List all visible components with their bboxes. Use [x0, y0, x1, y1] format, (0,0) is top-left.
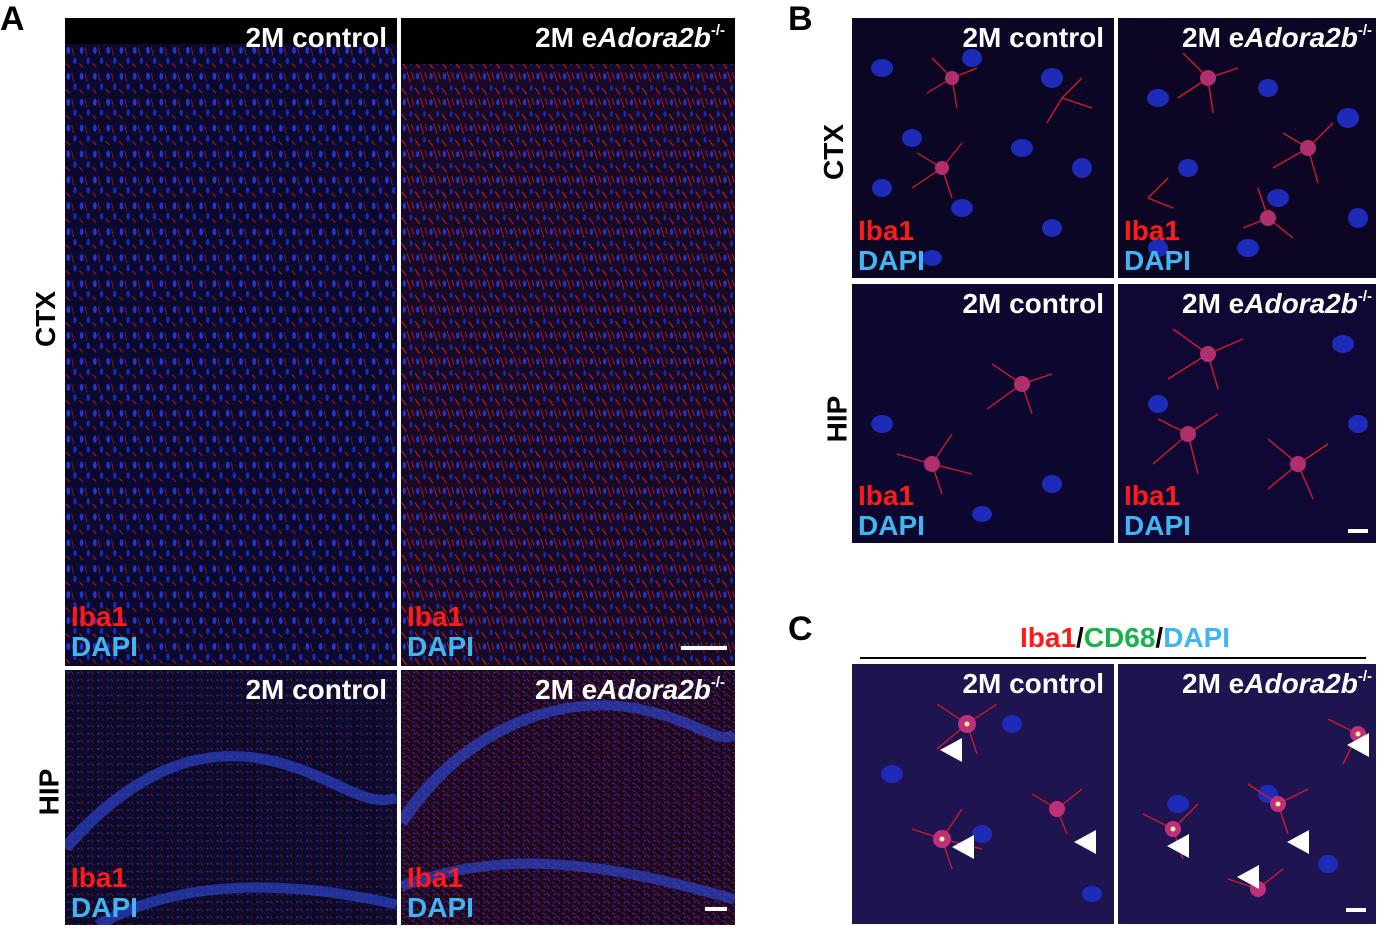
stain-legend: Iba1 DAPI [407, 602, 474, 662]
title-iba1: Iba1 [1020, 622, 1077, 653]
stain-legend: Iba1 DAPI [1124, 481, 1191, 541]
scale-bar [1348, 529, 1368, 533]
micrograph-texture [1118, 664, 1376, 924]
mutant-genotype: -/- [710, 21, 725, 39]
micrograph-texture [852, 18, 1114, 278]
stain-iba1-label: Iba1 [71, 601, 128, 632]
micrograph-b-hip-mutant: 2M eAdora2b-/- Iba1 DAPI [1118, 284, 1376, 543]
mutant-prefix: 2M e [1182, 668, 1245, 699]
condition-label-mutant: 2M eAdora2b-/- [1182, 288, 1372, 320]
condition-label-control: 2M control [245, 22, 387, 53]
micrograph-texture [852, 284, 1114, 543]
stain-iba1-label: Iba1 [71, 862, 128, 893]
mutant-prefix: 2M e [535, 22, 598, 53]
stain-legend: Iba1 DAPI [1124, 216, 1191, 276]
mutant-prefix: 2M e [1182, 22, 1245, 53]
panel-label-c: C [788, 610, 813, 648]
stain-dapi-label: DAPI [858, 245, 925, 276]
tissue-edge [65, 18, 397, 44]
stain-dapi-label: DAPI [71, 892, 138, 923]
title-dapi: DAPI [1163, 622, 1231, 653]
micrograph-a-ctx-mutant: 2M eAdora2b-/- Iba1 DAPI [401, 18, 735, 666]
condition-label-control: 2M control [962, 288, 1104, 319]
stain-legend: Iba1 DAPI [858, 216, 925, 276]
mutant-genotype: -/- [1357, 287, 1372, 305]
mutant-gene: Adora2b [1244, 22, 1358, 53]
stain-dapi-label: DAPI [407, 631, 474, 662]
tissue-edge [401, 18, 735, 64]
mutant-gene: Adora2b [597, 674, 711, 705]
row-label-ctx-a: CTX [30, 291, 61, 347]
row-label-hip-b: HIP [821, 395, 853, 443]
micrograph-b-ctx-mutant: 2M eAdora2b-/- Iba1 DAPI [1118, 18, 1376, 278]
stain-iba1-label: Iba1 [1124, 480, 1181, 511]
mutant-gene: Adora2b [597, 22, 711, 53]
micrograph-texture [65, 670, 397, 925]
scale-bar [1346, 908, 1366, 912]
mutant-genotype: -/- [1357, 21, 1372, 39]
condition-label-mutant: 2M eAdora2b-/- [535, 22, 725, 54]
micrograph-a-hip-control: 2M control Iba1 DAPI [65, 670, 397, 925]
mutant-prefix: 2M e [1182, 288, 1245, 319]
micrograph-a-ctx-control: 2M control Iba1 DAPI [65, 18, 397, 666]
mutant-gene: Adora2b [1244, 288, 1358, 319]
stain-iba1-label: Iba1 [407, 862, 464, 893]
row-label-hip-a: HIP [33, 768, 65, 816]
micrograph-texture [1118, 18, 1376, 278]
micrograph-b-ctx-control: 2M control Iba1 DAPI [852, 18, 1114, 278]
micrograph-a-hip-mutant: 2M eAdora2b-/- Iba1 DAPI [401, 670, 735, 925]
micrograph-c-mutant: 2M eAdora2b-/- [1118, 664, 1376, 924]
micrograph-b-hip-control: 2M control Iba1 DAPI [852, 284, 1114, 543]
stain-legend: Iba1 DAPI [858, 481, 925, 541]
stain-dapi-label: DAPI [407, 892, 474, 923]
panel-c-title-underline [860, 657, 1366, 659]
title-slash: / [1155, 622, 1164, 653]
stain-dapi-label: DAPI [71, 631, 138, 662]
micrograph-texture [401, 670, 735, 925]
stain-legend: Iba1 DAPI [71, 602, 138, 662]
stain-dapi-label: DAPI [1124, 510, 1191, 541]
panel-label-a: A [0, 0, 25, 38]
condition-label-mutant: 2M eAdora2b-/- [1182, 668, 1372, 700]
stain-legend: Iba1 DAPI [407, 863, 474, 923]
mutant-prefix: 2M e [535, 674, 598, 705]
scale-bar [681, 646, 727, 650]
title-cd68: CD68 [1083, 622, 1156, 653]
title-slash: / [1076, 622, 1084, 653]
condition-label-control: 2M control [245, 674, 387, 705]
mutant-genotype: -/- [710, 673, 725, 691]
stain-iba1-label: Iba1 [858, 215, 915, 246]
scale-bar [705, 907, 727, 911]
micrograph-c-control: 2M control [852, 664, 1114, 924]
condition-label-mutant: 2M eAdora2b-/- [1182, 22, 1372, 54]
panel-c-stain-title: Iba1/CD68/DAPI [1020, 622, 1230, 654]
stain-iba1-label: Iba1 [858, 480, 915, 511]
stain-legend: Iba1 DAPI [71, 863, 138, 923]
condition-label-control: 2M control [962, 668, 1104, 699]
condition-label-mutant: 2M eAdora2b-/- [535, 674, 725, 706]
panel-label-b: B [788, 0, 813, 38]
mutant-genotype: -/- [1357, 667, 1372, 685]
micrograph-texture [852, 664, 1114, 924]
stain-iba1-label: Iba1 [1124, 215, 1181, 246]
stain-iba1-label: Iba1 [407, 601, 464, 632]
micrograph-texture [401, 18, 735, 666]
stain-dapi-label: DAPI [1124, 245, 1191, 276]
micrograph-texture [1118, 284, 1376, 543]
condition-label-control: 2M control [962, 22, 1104, 53]
stain-dapi-label: DAPI [858, 510, 925, 541]
mutant-gene: Adora2b [1244, 668, 1358, 699]
row-label-ctx-b: CTX [818, 124, 849, 180]
micrograph-texture [65, 18, 397, 666]
